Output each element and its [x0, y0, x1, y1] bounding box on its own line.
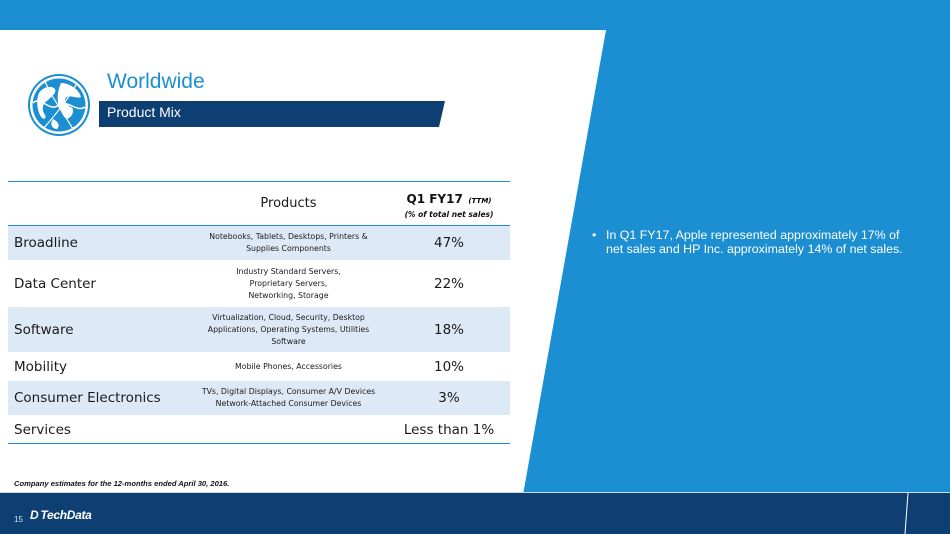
footer-bar [0, 493, 950, 534]
techdata-logo: D TechData [30, 507, 92, 523]
header-q1fy17-sublabel: (% of total net sales) [404, 210, 494, 219]
products-line: Applications, Operating Systems, Utiliti… [207, 324, 370, 334]
pct-cell: 22% [433, 275, 464, 292]
products-cell: Industry Standard Servers, Proprietary S… [189, 261, 388, 307]
header-segment-cell [8, 182, 189, 226]
product-mix-table: Products Q1 FY17 (TTM) (% of total net s… [8, 181, 510, 444]
products-line: Notebooks, Tablets, Desktops, Printers & [209, 232, 368, 241]
segment-cell: Broadline [14, 235, 78, 251]
globe-icon [28, 74, 90, 136]
table-row: Services Less than 1% [8, 416, 510, 444]
pct-cell: Less than 1% [403, 421, 495, 438]
products-line: Proprietary Servers, [249, 278, 328, 288]
table-row: Mobility Mobile Phones, Accessories 10% [8, 353, 510, 381]
products-line: Software [271, 336, 306, 346]
pct-cell: 10% [433, 358, 464, 375]
pct-cell: 18% [433, 321, 464, 338]
products-line: Network-Attached Consumer Devices [215, 399, 362, 408]
products-line: Virtualization, Cloud, Security, Desktop [212, 312, 365, 322]
segment-cell: Consumer Electronics [14, 390, 161, 406]
bullet-item: • In Q1 FY17, Apple represented approxim… [592, 228, 911, 256]
products-line: Supplies Components [246, 244, 331, 253]
segment-cell: Software [14, 321, 74, 338]
segment-cell: Mobility [14, 358, 68, 375]
pct-cell: 47% [433, 235, 464, 251]
page-number: 15 [14, 515, 23, 524]
products-cell [189, 416, 388, 444]
bullet-text: In Q1 FY17, Apple represented approximat… [606, 228, 903, 256]
table-row: Software Virtualization, Cloud, Security… [8, 306, 510, 353]
subtitle-bar [99, 101, 445, 127]
products-line: Networking, Storage [248, 290, 329, 300]
table-header-row: Products Q1 FY17 (TTM) (% of total net s… [8, 181, 510, 226]
products-cell: Notebooks, Tablets, Desktops, Printers &… [189, 226, 388, 261]
header-q1fy17: Q1 FY17 (TTM) (% of total net sales) [388, 182, 510, 226]
bullet-marker: • [592, 228, 597, 242]
products-cell: TVs, Digital Displays, Consumer A/V Devi… [189, 381, 388, 416]
header-q1fy17-label: Q1 FY17 [406, 192, 463, 206]
table-row: Data Center Industry Standard Servers, P… [8, 261, 510, 307]
segment-cell: Data Center [14, 275, 96, 292]
products-line: Mobile Phones, Accessories [235, 361, 342, 371]
products-cell: Virtualization, Cloud, Security, Desktop… [189, 307, 388, 353]
page-subtitle: Product Mix [107, 104, 181, 120]
logo-mark-icon: D [30, 508, 39, 522]
logo-text: TechData [40, 508, 92, 522]
segment-cell: Services [14, 421, 71, 438]
pct-cell: 3% [438, 390, 460, 406]
table-row: Broadline Notebooks, Tablets, Desktops, … [8, 225, 510, 261]
products-line: TVs, Digital Displays, Consumer A/V Devi… [201, 387, 376, 396]
footnote: Company estimates for the 12-months ende… [14, 479, 230, 488]
table-row: Consumer Electronics TVs, Digital Displa… [8, 380, 510, 416]
footer-divider [0, 492, 950, 493]
products-cell: Mobile Phones, Accessories [189, 353, 388, 381]
page-title: Worldwide [107, 70, 205, 93]
header-ttm-label: (TTM) [468, 197, 492, 205]
products-line: Industry Standard Servers, [236, 266, 341, 276]
header-products: Products [260, 196, 317, 211]
